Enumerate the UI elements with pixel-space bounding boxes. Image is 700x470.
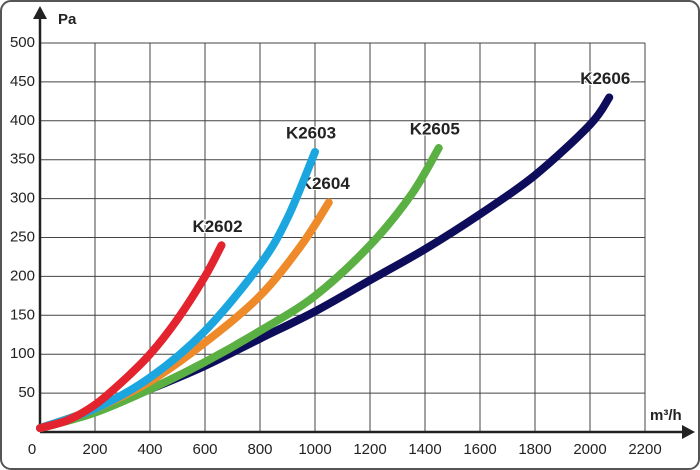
x-tick-label: 0 bbox=[28, 441, 36, 458]
x-axis-label: m³/h bbox=[650, 407, 682, 424]
y-tick-label: 150 bbox=[10, 306, 35, 323]
y-tick-label: 500 bbox=[10, 34, 35, 51]
series-label: K2603 bbox=[286, 123, 336, 142]
y-tick-label: 250 bbox=[10, 228, 35, 245]
x-tick-label: 1800 bbox=[518, 441, 551, 458]
y-axis-arrow bbox=[33, 6, 47, 19]
x-tick-label: 2200 bbox=[628, 441, 661, 458]
x-tick-label: 2000 bbox=[573, 441, 606, 458]
x-tick-label: 1200 bbox=[353, 441, 386, 458]
series-label: K2602 bbox=[192, 217, 242, 236]
series-label: K2604 bbox=[300, 174, 351, 193]
series-line bbox=[36, 241, 226, 433]
x-tick-label: 1000 bbox=[298, 441, 331, 458]
x-tick-label: 200 bbox=[82, 441, 107, 458]
x-tick-label: 1400 bbox=[408, 441, 441, 458]
y-tick-label: 50 bbox=[18, 384, 35, 401]
x-tick-label: 400 bbox=[137, 441, 162, 458]
y-tick-label: 350 bbox=[10, 151, 35, 168]
series-line bbox=[36, 144, 443, 433]
x-axis-arrow bbox=[682, 425, 695, 439]
y-tick-label: 200 bbox=[10, 267, 35, 284]
x-tick-label: 800 bbox=[247, 441, 272, 458]
x-tick-label: 1600 bbox=[463, 441, 496, 458]
y-tick-label: 450 bbox=[10, 73, 35, 90]
y-tick-label: 400 bbox=[10, 112, 35, 129]
y-tick-label: 100 bbox=[10, 345, 35, 362]
series-label: K2605 bbox=[410, 120, 460, 139]
series-label: K2606 bbox=[580, 69, 630, 88]
y-tick-label: 300 bbox=[10, 190, 35, 207]
y-axis-label: Pa bbox=[58, 11, 77, 28]
x-tick-label: 600 bbox=[192, 441, 217, 458]
